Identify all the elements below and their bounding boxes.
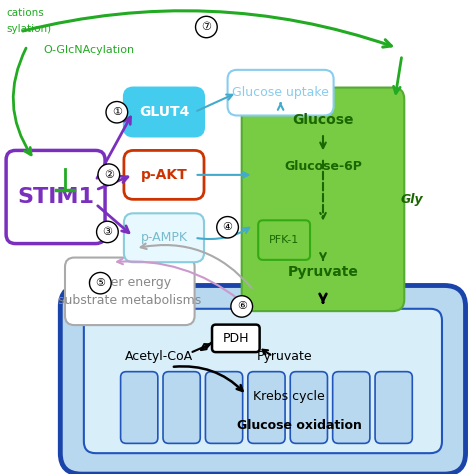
FancyBboxPatch shape bbox=[124, 213, 204, 262]
Text: ⑤: ⑤ bbox=[95, 278, 105, 288]
Text: ②: ② bbox=[104, 170, 114, 180]
Circle shape bbox=[196, 16, 217, 38]
FancyBboxPatch shape bbox=[212, 325, 260, 352]
Text: p-AMPK: p-AMPK bbox=[140, 231, 187, 244]
FancyArrowPatch shape bbox=[320, 253, 326, 260]
Text: Glucose-6P: Glucose-6P bbox=[284, 160, 362, 173]
FancyBboxPatch shape bbox=[248, 372, 285, 443]
FancyBboxPatch shape bbox=[258, 220, 310, 260]
Circle shape bbox=[98, 164, 119, 185]
FancyArrowPatch shape bbox=[97, 117, 130, 178]
Text: ③: ③ bbox=[102, 227, 112, 237]
FancyBboxPatch shape bbox=[290, 372, 328, 443]
Circle shape bbox=[97, 221, 118, 243]
FancyArrowPatch shape bbox=[278, 103, 283, 110]
FancyArrowPatch shape bbox=[393, 58, 401, 93]
FancyBboxPatch shape bbox=[124, 88, 204, 137]
Circle shape bbox=[217, 217, 238, 238]
FancyBboxPatch shape bbox=[60, 285, 465, 474]
FancyBboxPatch shape bbox=[242, 88, 404, 311]
Text: O-GlcNAcylation: O-GlcNAcylation bbox=[43, 46, 134, 55]
Text: cations: cations bbox=[6, 8, 44, 18]
Circle shape bbox=[106, 101, 128, 123]
Text: Pyruvate: Pyruvate bbox=[256, 350, 312, 363]
FancyArrowPatch shape bbox=[192, 344, 210, 352]
FancyArrowPatch shape bbox=[263, 350, 271, 355]
FancyBboxPatch shape bbox=[375, 372, 412, 443]
Text: Glucose uptake: Glucose uptake bbox=[232, 86, 329, 99]
FancyArrowPatch shape bbox=[197, 172, 248, 178]
Text: Other energy
substrate metabolisms: Other energy substrate metabolisms bbox=[58, 276, 201, 307]
FancyArrowPatch shape bbox=[98, 206, 129, 233]
Text: ①: ① bbox=[112, 107, 122, 117]
FancyArrowPatch shape bbox=[201, 342, 212, 350]
Text: Acetyl-CoA: Acetyl-CoA bbox=[125, 350, 193, 363]
Circle shape bbox=[231, 296, 253, 317]
FancyArrowPatch shape bbox=[98, 176, 128, 189]
Text: ⑦: ⑦ bbox=[201, 22, 211, 32]
Circle shape bbox=[90, 273, 111, 294]
Text: GLUT4: GLUT4 bbox=[139, 105, 189, 119]
Text: p-AKT: p-AKT bbox=[141, 168, 187, 182]
Text: Pyruvate: Pyruvate bbox=[288, 264, 358, 279]
FancyBboxPatch shape bbox=[205, 372, 243, 443]
Text: PFK-1: PFK-1 bbox=[269, 235, 299, 245]
Text: STIM1: STIM1 bbox=[17, 187, 94, 207]
Text: Gly: Gly bbox=[401, 193, 424, 206]
Text: ⑥: ⑥ bbox=[237, 301, 246, 311]
FancyArrowPatch shape bbox=[174, 366, 243, 391]
FancyArrowPatch shape bbox=[197, 228, 249, 239]
FancyArrowPatch shape bbox=[319, 294, 326, 302]
FancyBboxPatch shape bbox=[84, 309, 442, 453]
FancyArrowPatch shape bbox=[197, 95, 232, 111]
Text: Glucose: Glucose bbox=[292, 113, 354, 127]
FancyBboxPatch shape bbox=[228, 70, 334, 116]
FancyBboxPatch shape bbox=[120, 372, 158, 443]
Text: Krebs cycle: Krebs cycle bbox=[254, 390, 325, 403]
FancyArrowPatch shape bbox=[320, 136, 326, 148]
Text: ④: ④ bbox=[223, 222, 233, 232]
Text: Glucose oxidation: Glucose oxidation bbox=[237, 419, 362, 432]
FancyBboxPatch shape bbox=[333, 372, 370, 443]
FancyBboxPatch shape bbox=[124, 150, 204, 200]
FancyBboxPatch shape bbox=[6, 150, 105, 244]
FancyBboxPatch shape bbox=[65, 257, 195, 325]
FancyBboxPatch shape bbox=[163, 372, 200, 443]
Text: PDH: PDH bbox=[223, 332, 249, 345]
Text: sylation): sylation) bbox=[6, 24, 51, 34]
